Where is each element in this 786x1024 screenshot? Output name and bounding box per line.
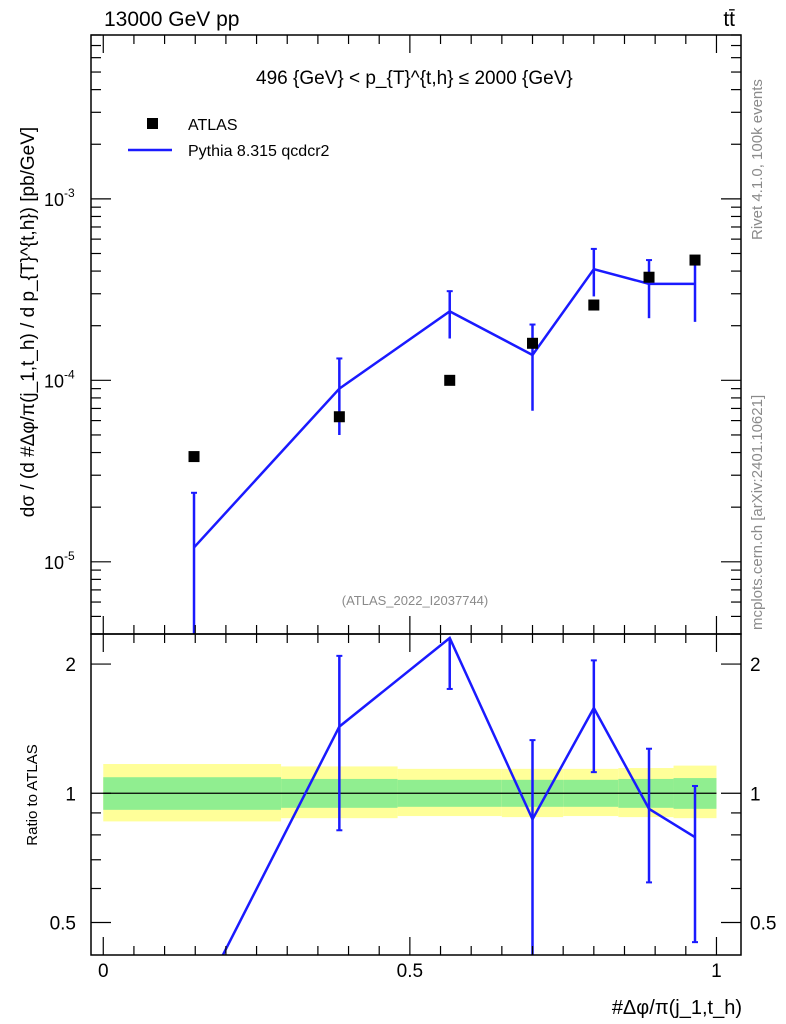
mcplots-reference-label: mcplots.cern.ch [arXiv:2401.10621] (749, 395, 766, 630)
main-y-axis-title: dσ / (d #Δφ/π(j_1,t_h) / d p_{T}^{t,h}) … (18, 127, 39, 517)
ratio-y-tick-label-left: 1 (65, 784, 76, 805)
svg-text:496 {GeV} < p_{T}^{t,h} ≤ 2000: 496 {GeV} < p_{T}^{t,h} ≤ 2000 {GeV} (256, 68, 573, 89)
ratio-y-axis-title: Ratio to ATLAS (24, 744, 41, 845)
atlas-data-point (333, 411, 345, 423)
ratio-y-tick-label-right: 2 (750, 655, 761, 676)
legend-pythia-label: Pythia 8.315 qcdcr2 (188, 143, 330, 160)
atlas-data-point (527, 337, 539, 349)
ratio-y-tick-label-left: 0.5 (50, 913, 76, 934)
legend-atlas-marker (147, 118, 158, 129)
ratio-y-tick-label-left: 2 (65, 655, 76, 676)
atlas-data-point (444, 374, 456, 386)
ratio-y-tick-label-right: 1 (750, 784, 761, 805)
main-y-tick-exponent: -4 (64, 367, 75, 381)
atlas-data-point (689, 254, 701, 266)
x-axis-title: #Δφ/π(j_1,t_h) (612, 997, 742, 1019)
main-y-tick-label: 10 (44, 371, 64, 391)
x-tick-label: 0 (98, 961, 109, 982)
pythia-main-line (193, 267, 696, 549)
main-y-tick-exponent: -3 (64, 186, 75, 200)
main-y-tick-label: 10 (44, 190, 64, 210)
legend: ATLAS Pythia 8.315 qcdcr2 (128, 117, 330, 160)
main-pythia-group (191, 247, 699, 634)
atlas-data-point (643, 271, 655, 283)
atlas-data-point (188, 451, 200, 463)
x-tick-label: 1 (711, 961, 722, 982)
cut-label: 496 {GeV} < p_{T}^{t,h} ≤ 2000 {GeV} (256, 68, 573, 89)
header-energy-label: 13000 GeV pp (104, 8, 239, 31)
cut-label-text: 496 {GeV} < p_{T}^{t,h} ≤ 2000 {GeV} (256, 68, 573, 89)
ratio-y-tick-label-right: 0.5 (750, 913, 776, 934)
main-y-tick-label: 10 (44, 553, 64, 573)
header-process-label: tt̄ (723, 8, 735, 31)
ratio-frame (90, 633, 742, 956)
main-y-tick-exponent: -5 (64, 549, 75, 563)
ratio-pythia-group (221, 636, 699, 955)
legend-atlas-label: ATLAS (188, 117, 238, 134)
main-panel: 10-510-410-3 (44, 34, 742, 635)
analysis-id-label: (ATLAS_2022_I2037744) (342, 593, 488, 608)
rivet-version-label: Rivet 4.1.0, 100k events (749, 79, 766, 240)
ratio-panel: 0.5 0.5 1 1 2 2 0 0.5 1 (50, 633, 776, 982)
x-tick-label: 0.5 (397, 961, 423, 982)
atlas-data-point (588, 299, 600, 311)
